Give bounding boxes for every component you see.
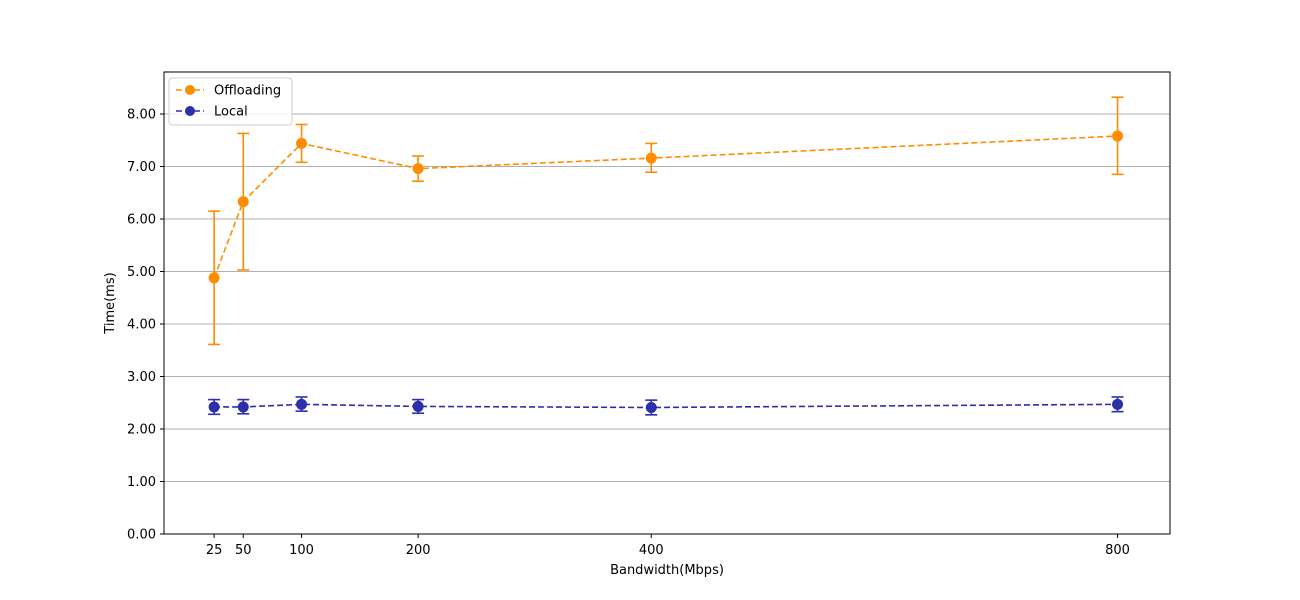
data-point <box>208 272 220 284</box>
y-tick-label: 7.00 <box>127 160 156 175</box>
legend-item-local: Local <box>176 105 248 120</box>
legend-label: Local <box>214 105 248 120</box>
y-tick-label: 2.00 <box>127 423 156 438</box>
data-point <box>645 401 657 413</box>
x-tick-label: 100 <box>289 543 314 558</box>
data-point <box>412 163 424 175</box>
data-point <box>296 137 308 149</box>
plot-frame <box>163 71 1171 535</box>
series-local <box>208 396 1124 416</box>
legend-marker <box>185 85 195 95</box>
legend-marker <box>185 106 195 116</box>
x-tick-label: 25 <box>206 543 223 558</box>
x-tick-label: 200 <box>406 543 431 558</box>
legend-label: Offloading <box>214 84 281 99</box>
series-layer <box>208 96 1124 416</box>
data-point <box>237 196 249 208</box>
x-axis: 25 50 100 200 400 800 <box>206 534 1130 558</box>
y-tick-label: 0.00 <box>127 528 156 543</box>
y-axis-title: Time(ms) <box>103 272 118 334</box>
x-tick-label: 50 <box>235 543 252 558</box>
x-axis-title: Bandwidth(Mbps) <box>610 563 724 578</box>
legend: Offloading Local <box>168 77 293 126</box>
data-point <box>296 398 308 410</box>
data-point <box>1112 398 1124 410</box>
data-point <box>237 401 249 413</box>
series-offloading <box>208 96 1124 346</box>
y-tick-label: 3.00 <box>127 370 156 385</box>
data-point <box>645 152 657 164</box>
y-axis: 0.00 1.00 2.00 3.00 4.00 5.00 6.00 7.00 8.00 <box>127 108 164 543</box>
grid-lines <box>164 113 1170 482</box>
legend-item-offloading: Offloading <box>176 84 281 99</box>
y-tick-label: 8.00 <box>127 108 156 123</box>
data-point <box>1112 130 1124 142</box>
data-point <box>412 400 424 412</box>
y-tick-label: 5.00 <box>127 265 156 280</box>
x-tick-label: 800 <box>1105 543 1130 558</box>
y-tick-label: 6.00 <box>127 213 156 228</box>
y-tick-label: 1.00 <box>127 475 156 490</box>
x-tick-label: 400 <box>639 543 664 558</box>
series-line <box>214 403 1118 409</box>
y-tick-label: 4.00 <box>127 318 156 333</box>
series-line <box>213 135 1118 279</box>
data-point <box>208 401 220 413</box>
